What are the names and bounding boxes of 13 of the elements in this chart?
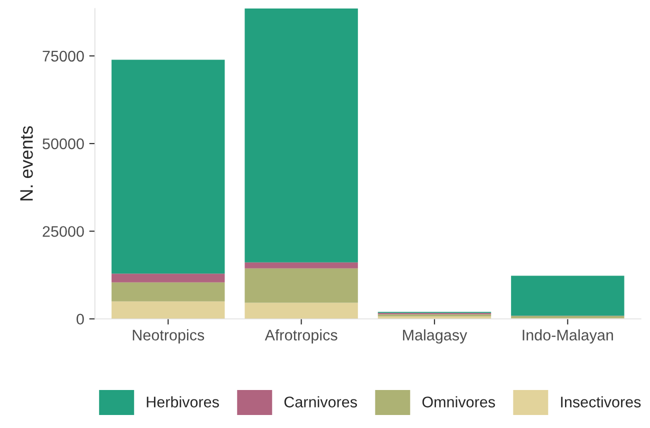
legend-label: Insectivores bbox=[561, 396, 641, 408]
y-tick-label: 25000 bbox=[42, 226, 84, 237]
legend-label: Omnivores bbox=[422, 396, 495, 408]
x-tick-label: Indo-Malayan bbox=[522, 329, 613, 344]
legend-label: Carnivores bbox=[284, 396, 357, 408]
x-tick-label: Afrotropics bbox=[264, 329, 338, 344]
y-tick-label: 0 bbox=[76, 314, 84, 325]
y-axis-title: N. events bbox=[20, 126, 33, 200]
legend-label: Herbivores bbox=[146, 396, 219, 408]
y-tick-label: 50000 bbox=[42, 138, 84, 150]
x-tick-label: Neotropics bbox=[132, 329, 204, 344]
y-tick-label: 75000 bbox=[42, 50, 84, 62]
x-tick-label: Malagasy bbox=[403, 329, 468, 344]
